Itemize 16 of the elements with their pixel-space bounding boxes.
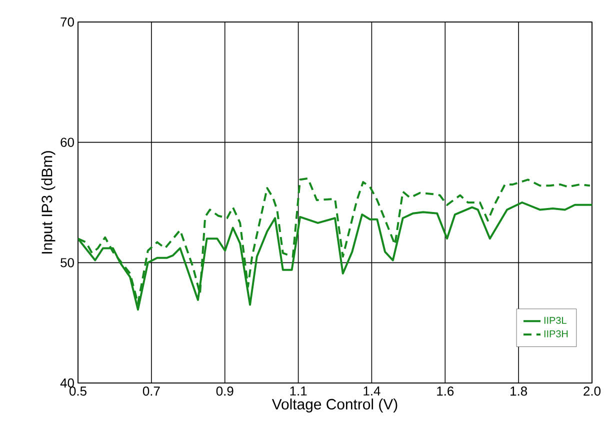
y-tick-label: 60	[60, 138, 74, 147]
y-tick-label: 50	[60, 258, 74, 268]
x-tick-label: 1.1	[290, 386, 307, 396]
y-axis-title: Input IP3 (dBm)	[41, 151, 56, 254]
x-axis-title: Voltage Control (V)	[272, 398, 398, 412]
y-tick-label: 70	[60, 17, 74, 27]
x-tick-label: 0.5	[70, 386, 86, 396]
x-tick-label: 0.7	[142, 386, 160, 396]
y-tick-label: 40	[60, 378, 74, 388]
x-tick-label: 2.0	[584, 386, 601, 396]
x-tick-label: 0.9	[216, 386, 234, 396]
legend-label: IIP3L	[544, 316, 566, 324]
x-tick-label: 1.4	[364, 386, 380, 396]
x-tick-label: 1.8	[510, 386, 528, 396]
legend-label: IIP3H	[544, 330, 568, 338]
x-tick-label: 1.6	[437, 386, 454, 396]
